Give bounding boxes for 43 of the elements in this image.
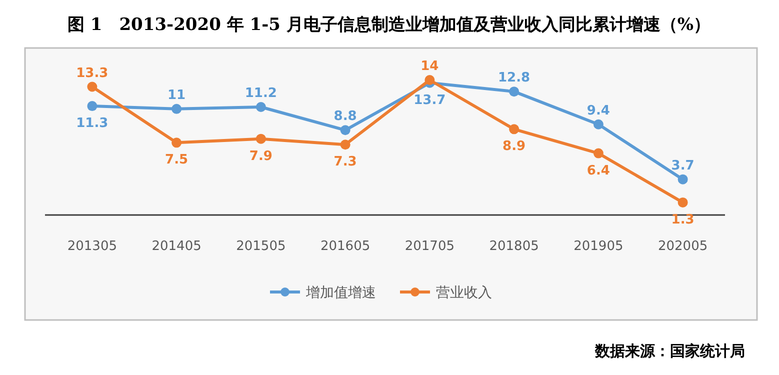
data-label: 3.7 — [671, 158, 694, 174]
x-tick-label: 202005 — [658, 239, 708, 254]
point — [678, 197, 688, 208]
point — [340, 140, 350, 150]
data-label: 7.3 — [334, 154, 357, 170]
point — [678, 174, 688, 184]
data-label: 8.9 — [502, 139, 526, 154]
legend-label: 增加值增速 — [305, 285, 376, 301]
chart-title: 图 1 2013-2020 年 1-5 月电子信息制造业增加值及营业收入同比累计增速（%） — [67, 15, 711, 35]
point — [509, 86, 520, 97]
x-tick-label: 201705 — [404, 239, 455, 254]
data-label: 13.3 — [76, 66, 108, 81]
source-note: 数据来源：国家统计局 — [594, 342, 745, 360]
data-label: 8.8 — [334, 109, 357, 124]
data-label: 6.4 — [586, 163, 610, 178]
x-tick-label: 201605 — [320, 239, 370, 254]
point — [593, 148, 604, 158]
point — [593, 119, 604, 130]
point — [256, 134, 266, 144]
point — [172, 104, 182, 114]
x-tick-label: 201505 — [236, 239, 286, 254]
data-label: 9.4 — [586, 103, 610, 118]
data-label: 1.3 — [671, 212, 694, 228]
point — [424, 75, 435, 85]
data-label: 11 — [168, 88, 186, 103]
data-label: 7.5 — [165, 152, 188, 168]
point — [340, 125, 350, 136]
point — [256, 102, 266, 112]
x-tick-label: 201405 — [152, 239, 202, 254]
point — [87, 101, 98, 112]
point — [87, 82, 98, 92]
point — [172, 138, 182, 148]
point — [509, 124, 520, 134]
legend-label: 营业收入 — [436, 285, 492, 301]
data-label: 7.9 — [249, 148, 272, 164]
data-label: 11.3 — [76, 116, 108, 132]
x-tick-label: 201805 — [489, 239, 539, 254]
x-tick-label: 201305 — [67, 239, 118, 254]
x-tick-label: 201905 — [574, 239, 624, 254]
data-label: 13.7 — [414, 92, 446, 108]
data-label: 14 — [420, 59, 439, 74]
data-label: 12.8 — [498, 70, 530, 86]
data-label: 11.2 — [244, 86, 277, 101]
